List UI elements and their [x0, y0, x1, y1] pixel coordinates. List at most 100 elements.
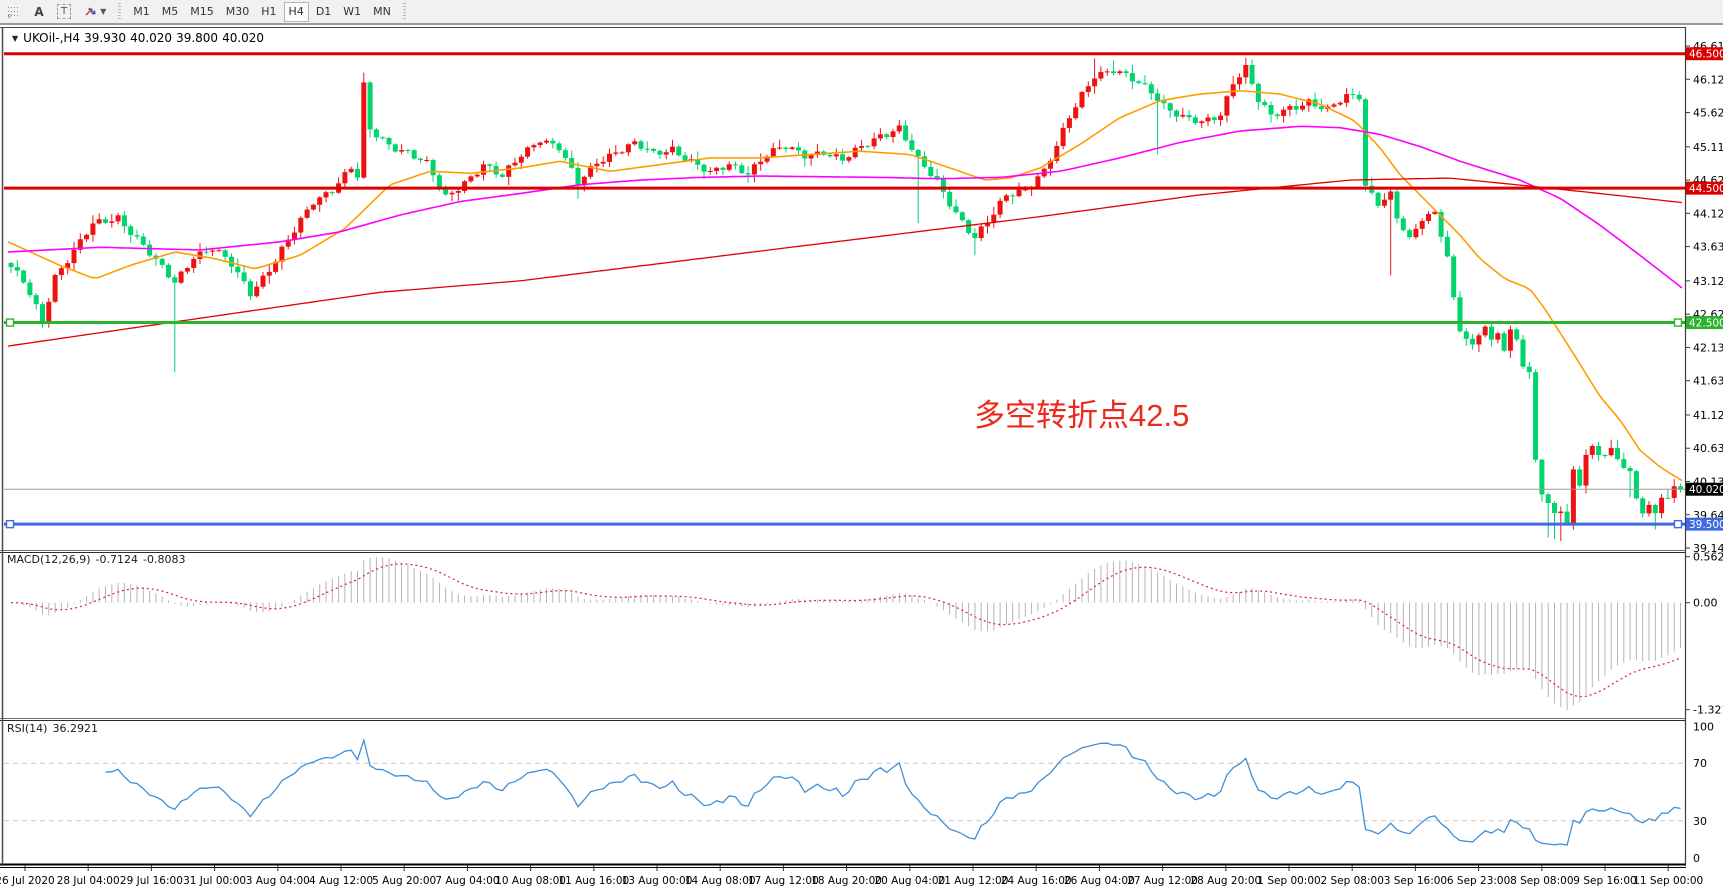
candle — [1633, 471, 1639, 499]
candle — [1300, 105, 1305, 110]
candle — [1174, 110, 1179, 117]
svg-text:F: F — [8, 13, 12, 19]
time-tick-label[interactable]: 8 Sep 08:00 — [1510, 875, 1573, 887]
time-tick-label[interactable]: 13 Aug 00:00 — [622, 875, 693, 887]
candle — [323, 192, 329, 198]
toolbar-grip-2[interactable] — [402, 2, 406, 21]
candle — [1356, 94, 1362, 100]
time-tick-label[interactable]: 28 Jul 04:00 — [57, 875, 120, 887]
timeframe-bar: M1 M5 M15 M30 H1 H4 D1 W1 MN — [127, 1, 397, 22]
time-tick-label[interactable]: 3 Aug 04:00 — [246, 875, 310, 887]
time-tick-label[interactable]: 6 Sep 23:00 — [1447, 875, 1510, 887]
time-tick-label[interactable]: 11 Sep 00:00 — [1633, 875, 1703, 887]
timeframe-button-m5[interactable]: M5 — [157, 2, 184, 22]
price-tick-label: 45.115 — [1693, 141, 1723, 154]
candle — [607, 153, 612, 162]
macd-max-label: 0.5627 — [1693, 551, 1723, 564]
time-tick-label[interactable]: 18 Aug 20:00 — [811, 875, 882, 887]
time-tick-label[interactable]: 14 Aug 08:00 — [685, 875, 756, 887]
candle — [745, 173, 751, 175]
hline-handle[interactable] — [5, 519, 15, 529]
time-tick-label[interactable]: 10 Aug 08:00 — [495, 875, 566, 887]
candle — [1092, 78, 1098, 87]
time-tick-label[interactable]: 20 Aug 04:00 — [874, 875, 945, 887]
time-tick-label[interactable]: 26 Jul 2020 — [0, 875, 55, 887]
text-t-icon: T — [57, 4, 72, 19]
candle — [1274, 114, 1280, 116]
candle — [96, 219, 102, 224]
arrows-object-tool-button[interactable]: ▼ — [78, 2, 111, 22]
time-tick-label[interactable]: 11 Aug 16:00 — [558, 875, 629, 887]
candle — [978, 226, 984, 239]
time-tick-label[interactable]: 9 Sep 16:00 — [1573, 875, 1636, 887]
time-tick-label[interactable]: 27 Aug 12:00 — [1127, 875, 1198, 887]
price-tick-label: 43.120 — [1693, 275, 1723, 288]
time-tick-label[interactable]: 21 Aug 12:00 — [938, 875, 1009, 887]
candle — [1230, 84, 1236, 97]
candle — [1161, 100, 1167, 104]
timeframe-button-m1[interactable]: M1 — [128, 2, 155, 22]
candle — [928, 166, 934, 177]
candle — [1344, 94, 1350, 103]
candle — [1199, 121, 1205, 124]
candle — [1268, 105, 1274, 115]
candle — [1545, 494, 1551, 504]
candle — [109, 221, 115, 223]
level-46.500-badge — [1686, 47, 1723, 61]
candle — [512, 162, 518, 166]
candle — [1426, 213, 1431, 221]
timeframe-button-d1[interactable]: D1 — [311, 2, 336, 22]
candle — [229, 256, 234, 267]
hline-handle[interactable] — [1673, 519, 1683, 529]
candle — [1016, 189, 1022, 197]
templates-grid-tool-button[interactable]: F — [1, 2, 26, 22]
price-axis-background[interactable] — [1686, 27, 1723, 893]
candle — [1054, 146, 1060, 161]
time-tick-label[interactable]: 24 Aug 16:00 — [1001, 875, 1072, 887]
time-tick-label[interactable]: 31 Jul 00:00 — [183, 875, 246, 887]
time-tick-label[interactable]: 28 Aug 20:00 — [1190, 875, 1261, 887]
time-tick-label[interactable]: 1 Sep 00:00 — [1257, 875, 1320, 887]
hline-handle[interactable] — [1673, 318, 1683, 327]
price-tick-label: 41.125 — [1693, 409, 1723, 422]
candle — [1507, 329, 1513, 351]
candle — [770, 148, 776, 157]
timeframe-button-h4[interactable]: H4 — [283, 1, 309, 22]
timeframe-button-mn[interactable]: MN — [368, 2, 396, 22]
candle — [909, 140, 915, 150]
candle — [367, 82, 373, 130]
candle — [922, 156, 927, 167]
candle — [884, 134, 890, 137]
candle — [1407, 230, 1413, 238]
price-tick-label: 46.120 — [1693, 73, 1723, 86]
candle — [758, 161, 764, 165]
candle — [1350, 94, 1356, 96]
time-tick-label[interactable]: 5 Aug 20:00 — [372, 875, 436, 887]
timeframe-button-m15[interactable]: M15 — [185, 2, 219, 22]
time-tick-label[interactable]: 2 Sep 08:00 — [1320, 875, 1383, 887]
candle — [1388, 191, 1394, 200]
candle — [865, 146, 871, 148]
timeframe-button-m30[interactable]: M30 — [221, 2, 255, 22]
cursor-tool-button[interactable]: A — [28, 2, 50, 22]
toolbar-grip[interactable] — [118, 2, 122, 21]
time-tick-label[interactable]: 4 Aug 12:00 — [309, 875, 373, 887]
candle — [1048, 160, 1053, 169]
candle — [329, 192, 335, 194]
time-tick-label[interactable]: 26 Aug 04:00 — [1064, 875, 1135, 887]
timeframe-button-w1[interactable]: W1 — [338, 2, 366, 22]
time-tick-label[interactable]: 29 Jul 16:00 — [120, 875, 183, 887]
candle — [808, 155, 814, 159]
candle — [298, 217, 304, 233]
time-tick-label[interactable]: 3 Sep 16:00 — [1384, 875, 1447, 887]
hline-handle[interactable] — [5, 318, 15, 327]
candle — [1192, 117, 1198, 124]
text-label-tool-button[interactable]: T — [52, 2, 76, 22]
timeframe-button-h1[interactable]: H1 — [256, 2, 281, 22]
time-tick-label[interactable]: 7 Aug 04:00 — [435, 875, 499, 887]
candle — [1489, 326, 1494, 340]
candle — [537, 142, 543, 146]
candle — [1438, 211, 1444, 237]
time-tick-label[interactable]: 17 Aug 12:00 — [748, 875, 819, 887]
